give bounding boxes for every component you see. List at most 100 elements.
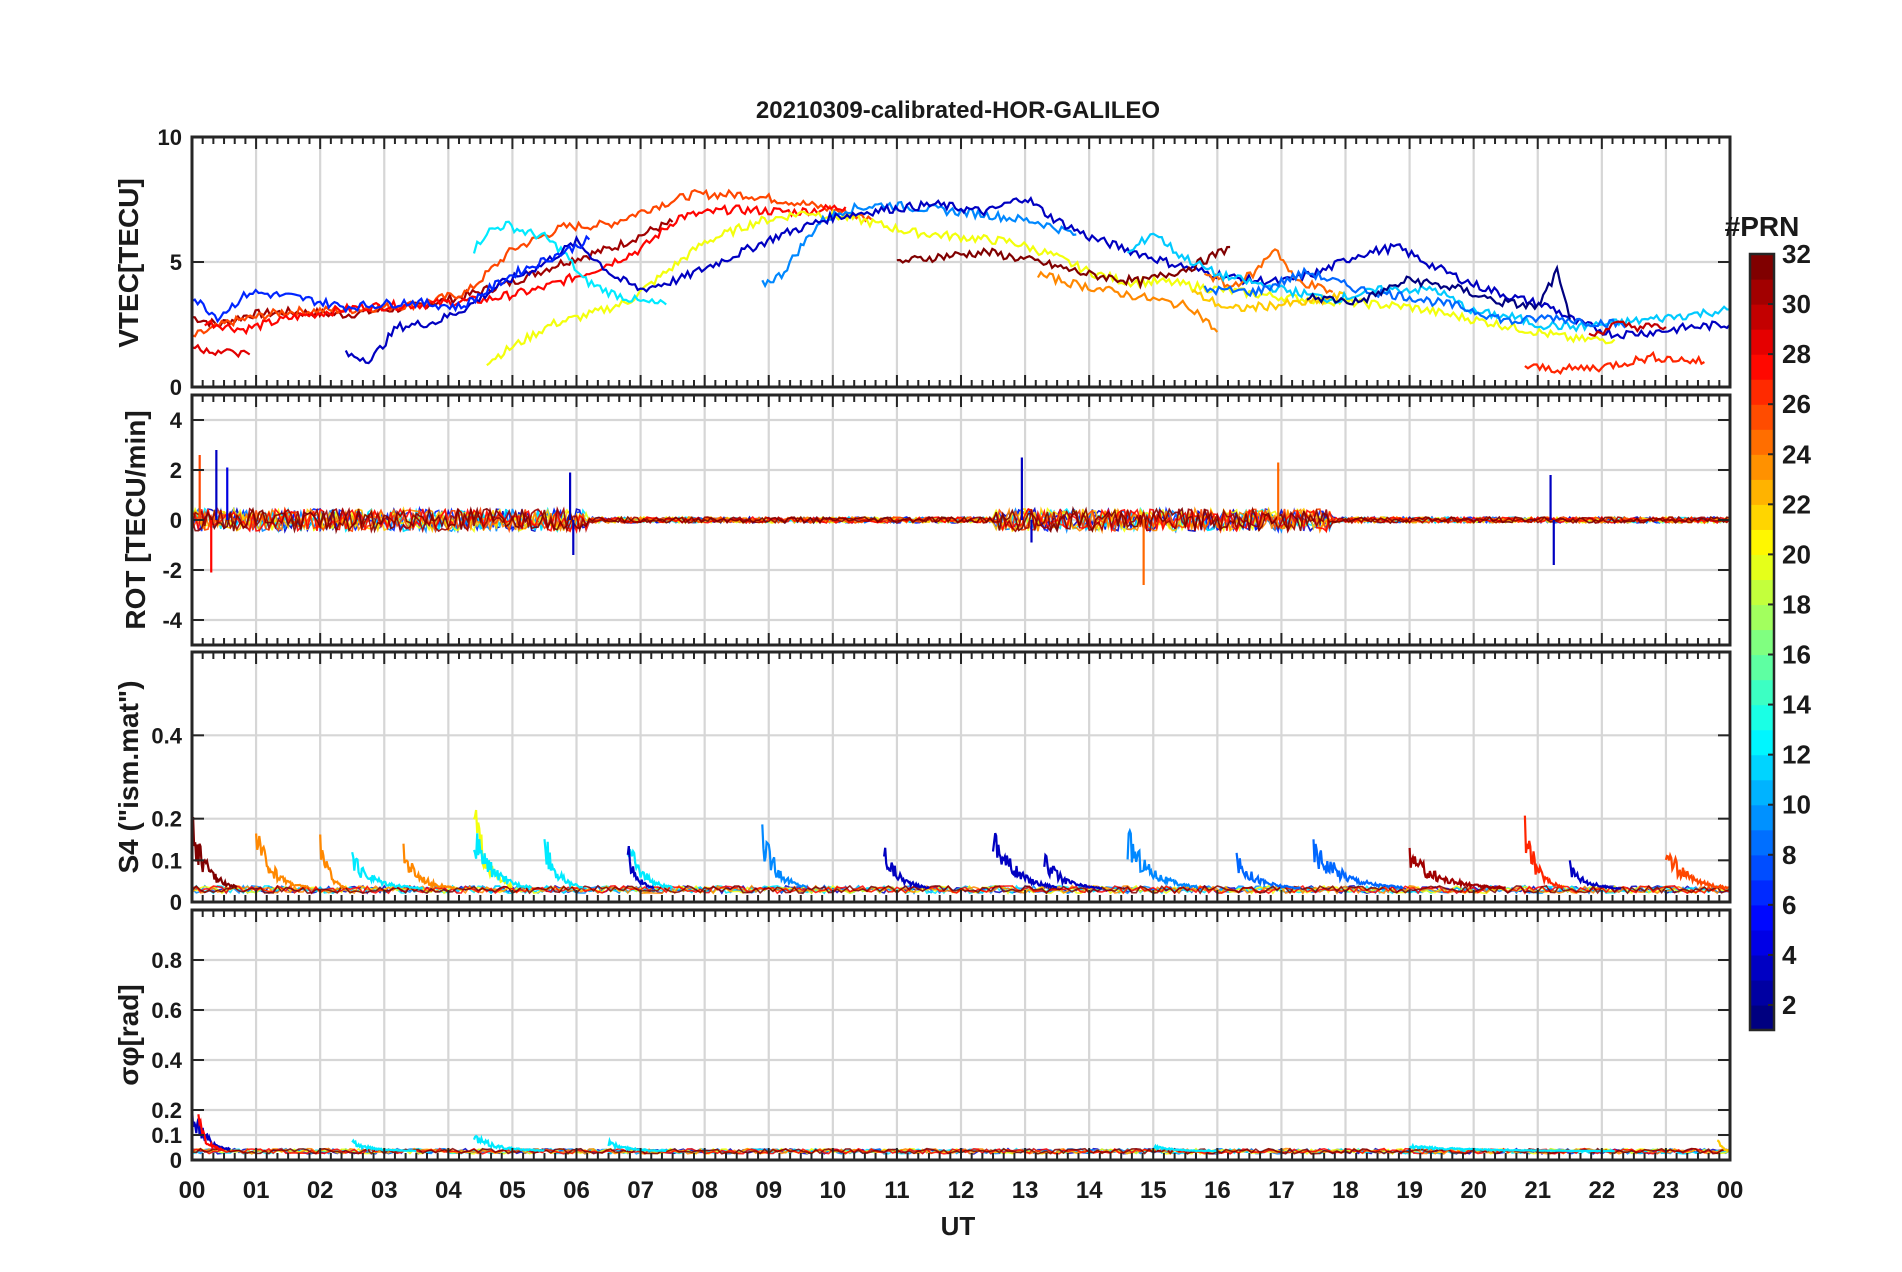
x-axis: 00 01 02 03 04 05 06 07 08 09 10 11 12 13 14 15 16 17 18 19…	[179, 1177, 1744, 1204]
colorbar-segment	[1750, 429, 1774, 455]
vtec-series-prn-1	[1306, 264, 1571, 320]
colorbar-tick-label: 30	[1782, 289, 1811, 319]
colorbar-label: #PRN	[1725, 211, 1800, 242]
y-axis-label-rot: ROT [TECU/min]	[120, 410, 151, 629]
s4-burst-prn-3	[883, 847, 930, 890]
vtec-series-prn-20	[486, 209, 1616, 367]
x-tick-label: 11	[884, 1177, 909, 1204]
s4-burst-prn-3	[1568, 860, 1622, 890]
sigma-burst-prn-12	[472, 1134, 545, 1152]
s4-burst-prn-24	[319, 834, 347, 889]
s4-burst-prn-12	[627, 848, 674, 890]
rot-series-prn-32	[192, 505, 1730, 535]
colorbar-tick-label: 4	[1782, 940, 1797, 970]
colorbar-segment	[1750, 579, 1774, 606]
panel-sigma: 00.10.2 0.4 0.6 0.8 σφ[rad]	[113, 908, 1732, 1173]
colorbar-tick-label: 2	[1782, 990, 1796, 1020]
sigma-burst-prn-12	[607, 1136, 667, 1152]
panel-vtec: 0 5 10 VTEC[TECU]	[113, 125, 1732, 400]
colorbar-segment	[1750, 254, 1774, 280]
colorbar-segment	[1750, 354, 1774, 380]
sigma-burst-prn-12	[1408, 1142, 1615, 1153]
panel-data	[192, 450, 1730, 585]
colorbar-tick-label: 24	[1782, 439, 1811, 469]
y-tick-label: 0.1	[151, 1123, 182, 1148]
chart-title: 20210309-calibrated-HOR-GALILEO	[756, 97, 1160, 124]
sigma-burst-prn-22	[1717, 1139, 1730, 1152]
s4-burst-prn-3	[1043, 852, 1103, 890]
y-tick-label: 0	[170, 375, 182, 400]
s4-burst-prn-24	[402, 843, 455, 890]
y-tick-label: 4	[170, 408, 183, 433]
vtec-series-prn-31	[192, 217, 674, 329]
colorbar-segment	[1750, 329, 1774, 355]
x-tick-label: 15	[1140, 1177, 1167, 1204]
panel-rot: -4 -2 0 2 4 ROT [TECU/min]	[120, 393, 1732, 647]
y-tick-label: 0	[170, 1148, 182, 1173]
vtec-series-prn-24	[1036, 270, 1219, 333]
colorbar-segment	[1750, 1004, 1774, 1031]
s4-burst-prn-12	[543, 839, 584, 890]
colorbar-segment	[1750, 854, 1774, 881]
x-tick-label: 06	[563, 1177, 590, 1204]
x-tick-label: 23	[1653, 1177, 1680, 1204]
x-tick-label: 08	[691, 1177, 718, 1204]
s4-burst-prn-8	[1235, 852, 1302, 890]
y-axis-label-s4: S4 ("ism.mat")	[113, 680, 144, 873]
y-tick-label: 0.2	[151, 807, 182, 832]
colorbar-segment	[1750, 904, 1774, 931]
y-tick-label: 0.6	[151, 998, 182, 1023]
colorbar-segment	[1750, 529, 1774, 555]
vtec-series-prn-32	[896, 245, 1231, 290]
y-tick-label: 5	[170, 250, 182, 275]
y-axis-label-vtec: VTEC[TECU]	[113, 178, 144, 348]
s4-burst-prn-9	[761, 824, 808, 889]
colorbar-segment	[1750, 754, 1774, 781]
s4-burst-prn-26	[1664, 851, 1730, 890]
colorbar-tick-label: 22	[1782, 489, 1811, 519]
colorbar-segment	[1750, 379, 1774, 405]
colorbar-segment	[1750, 929, 1774, 956]
colorbar-segment	[1750, 954, 1774, 981]
y-tick-label: 0.8	[151, 948, 182, 973]
y-tick-label: 0.2	[151, 1098, 182, 1123]
panel-data	[192, 188, 1730, 375]
colorbar-tick-label: 14	[1782, 690, 1811, 720]
x-tick-label: 22	[1588, 1177, 1615, 1204]
colorbar-tick-label: 8	[1782, 840, 1796, 870]
y-axis-label-sigma: σφ[rad]	[113, 984, 144, 1085]
x-tick-label: 00	[179, 1177, 206, 1204]
x-tick-label: 10	[819, 1177, 846, 1204]
y-tick-label: 0.4	[151, 1048, 182, 1073]
colorbar-segment	[1750, 504, 1774, 530]
colorbar-tick-label: 32	[1782, 239, 1811, 269]
x-tick-label: 05	[499, 1177, 526, 1204]
x-tick-label: 03	[371, 1177, 398, 1204]
colorbar-segment	[1750, 279, 1774, 305]
colorbar-segment	[1750, 479, 1774, 505]
s4-burst-prn-8	[1312, 839, 1404, 890]
x-tick-label: 02	[307, 1177, 334, 1204]
vtec-series-prn-3	[344, 196, 1730, 365]
y-tick-label: 10	[158, 125, 182, 150]
s4-burst-prn-3	[991, 832, 1058, 890]
x-tick-label: 00	[1717, 1177, 1744, 1204]
colorbar-segment	[1750, 679, 1774, 706]
x-tick-label: 07	[627, 1177, 654, 1204]
colorbar-tick-label: 10	[1782, 790, 1811, 820]
x-tick-label: 19	[1396, 1177, 1423, 1204]
vtec-series-prn-27	[1524, 350, 1705, 375]
s4-burst-prn-27	[1523, 815, 1564, 889]
colorbar-tick-label: 20	[1782, 539, 1811, 569]
colorbar-tick-label: 18	[1782, 589, 1811, 619]
colorbar-tick-label: 28	[1782, 339, 1811, 369]
x-tick-label: 12	[948, 1177, 975, 1204]
s4-burst-prn-3	[626, 845, 655, 889]
x-tick-label: 18	[1332, 1177, 1359, 1204]
x-tick-label: 01	[243, 1177, 270, 1204]
s4-burst-prn-12	[472, 833, 532, 890]
x-tick-label: 13	[1012, 1177, 1039, 1204]
colorbar-segment	[1750, 829, 1774, 856]
